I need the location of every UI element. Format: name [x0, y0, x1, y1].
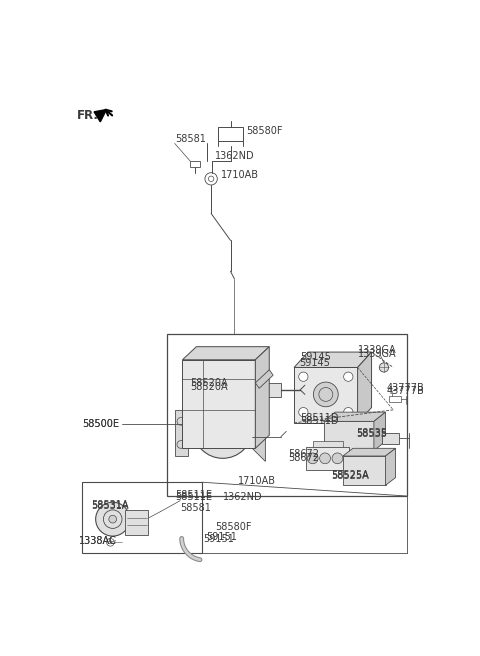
Circle shape: [109, 516, 117, 523]
Text: 58581: 58581: [180, 503, 211, 514]
Text: 43777B: 43777B: [386, 383, 424, 393]
Circle shape: [299, 372, 308, 381]
Bar: [306, 447, 349, 470]
Text: 58531A: 58531A: [91, 501, 129, 511]
Text: 1362ND: 1362ND: [215, 151, 254, 161]
Polygon shape: [343, 448, 396, 456]
Text: 1362ND: 1362ND: [223, 492, 263, 502]
Circle shape: [344, 372, 353, 381]
Text: 1710AB: 1710AB: [238, 476, 276, 487]
Text: 59151: 59151: [206, 532, 237, 542]
Text: 1339GA: 1339GA: [359, 348, 397, 359]
Text: 58672: 58672: [288, 453, 320, 462]
Bar: [259, 383, 281, 397]
Polygon shape: [255, 370, 273, 388]
Text: 59151: 59151: [204, 534, 234, 544]
Bar: [218, 127, 243, 141]
Text: 58520A: 58520A: [190, 378, 228, 388]
Circle shape: [299, 407, 308, 417]
Text: 58511D: 58511D: [300, 413, 339, 423]
Text: 58500E: 58500E: [82, 419, 119, 430]
Text: 58500E: 58500E: [82, 419, 119, 430]
Text: 59145: 59145: [299, 358, 330, 368]
Text: 58535: 58535: [356, 428, 387, 438]
Text: 58511E: 58511E: [175, 492, 212, 502]
Text: 58672: 58672: [288, 449, 320, 459]
Bar: [312, 441, 343, 447]
Text: 58531A: 58531A: [91, 499, 129, 510]
Bar: [389, 396, 401, 402]
Polygon shape: [94, 110, 107, 122]
Text: 1710AB: 1710AB: [221, 170, 259, 180]
Polygon shape: [374, 412, 385, 451]
Bar: [167, 335, 407, 496]
Polygon shape: [125, 510, 147, 535]
Text: 43777B: 43777B: [386, 386, 424, 396]
Text: FR.: FR.: [77, 109, 99, 122]
Polygon shape: [255, 346, 269, 448]
Text: 58511E: 58511E: [175, 490, 212, 501]
Polygon shape: [182, 359, 255, 448]
Polygon shape: [252, 397, 265, 461]
Circle shape: [320, 453, 330, 464]
Polygon shape: [324, 412, 385, 421]
Text: 58520A: 58520A: [190, 382, 228, 392]
Circle shape: [379, 363, 389, 372]
Circle shape: [332, 453, 343, 464]
Bar: [82, 482, 202, 553]
Text: 1339GA: 1339GA: [359, 345, 397, 355]
Bar: [382, 433, 399, 443]
Text: 58581: 58581: [175, 134, 205, 144]
Polygon shape: [324, 421, 374, 451]
Circle shape: [193, 400, 252, 459]
Circle shape: [307, 453, 318, 464]
Bar: [190, 161, 200, 167]
Circle shape: [96, 502, 130, 536]
Polygon shape: [182, 346, 269, 359]
Text: 1338AC: 1338AC: [79, 536, 117, 546]
Circle shape: [313, 382, 338, 407]
Text: 58511D: 58511D: [300, 417, 339, 426]
Text: 1338AC: 1338AC: [79, 536, 117, 546]
Text: 58580F: 58580F: [215, 522, 252, 532]
Circle shape: [344, 407, 353, 417]
Text: 59145: 59145: [300, 352, 331, 363]
Polygon shape: [358, 352, 372, 423]
Text: 58525A: 58525A: [331, 470, 369, 480]
Polygon shape: [175, 410, 188, 456]
Text: 58580F: 58580F: [246, 126, 283, 136]
Polygon shape: [343, 456, 385, 485]
Polygon shape: [294, 367, 358, 423]
Text: 58535: 58535: [356, 430, 387, 440]
Text: 58525A: 58525A: [331, 471, 369, 481]
Polygon shape: [294, 352, 372, 367]
Polygon shape: [385, 448, 396, 485]
